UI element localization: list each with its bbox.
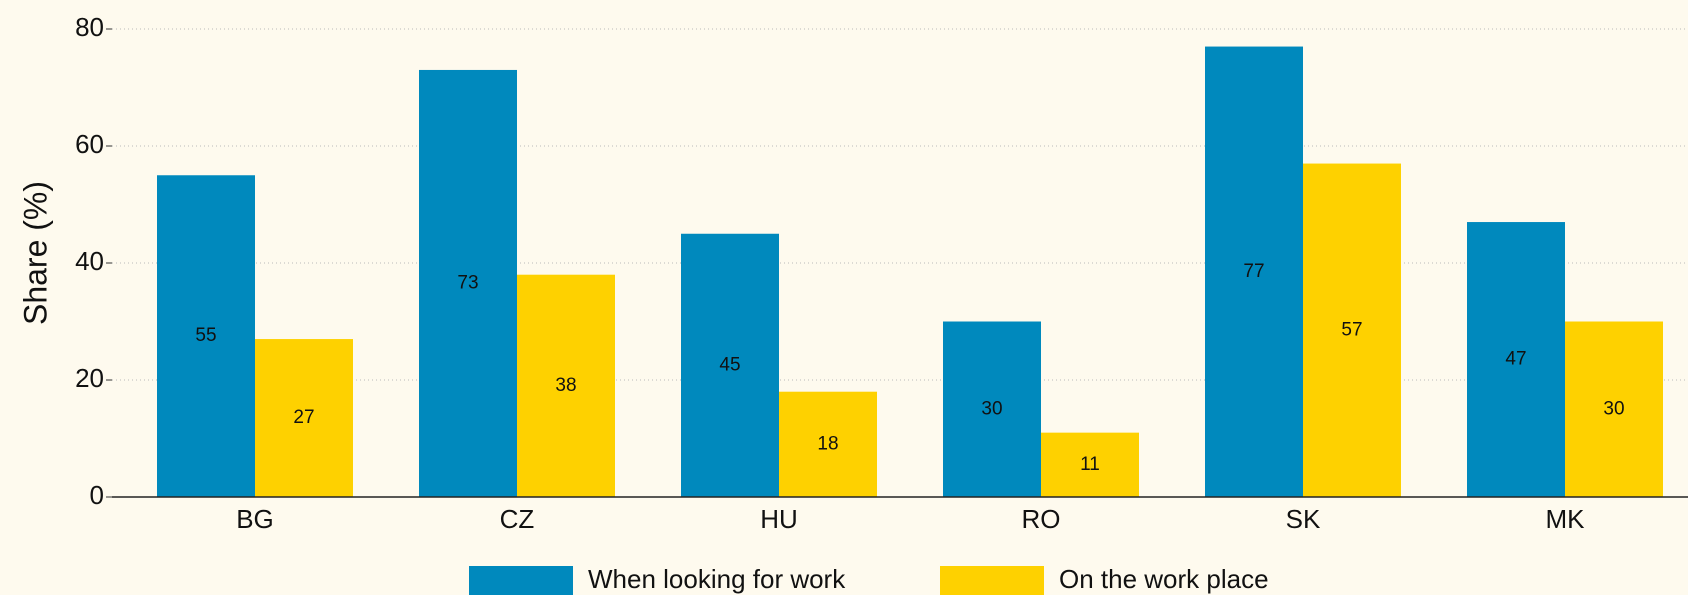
y-tick-label: 60 <box>75 129 104 159</box>
bar <box>255 339 353 497</box>
bar-value-label: 18 <box>817 433 838 454</box>
x-tick-label: BG <box>236 504 274 534</box>
bar-value-label: 30 <box>981 398 1002 419</box>
y-tick-label: 0 <box>90 480 104 510</box>
bar-value-label: 30 <box>1603 398 1624 419</box>
bar <box>419 69 517 497</box>
y-tick-label: 20 <box>75 363 104 393</box>
bar-value-label: 27 <box>293 407 314 428</box>
bar <box>681 233 779 497</box>
bar-value-label: 77 <box>1243 261 1264 282</box>
legend-label: On the work place <box>1059 564 1269 594</box>
y-tick-label: 40 <box>75 246 104 276</box>
bar <box>1303 163 1401 498</box>
bar-value-label: 55 <box>195 325 216 346</box>
bar-value-label: 57 <box>1341 319 1362 340</box>
bar <box>1467 222 1565 498</box>
x-tick-label: RO <box>1022 504 1061 534</box>
bar <box>1565 321 1663 497</box>
bar-value-label: 73 <box>457 272 478 293</box>
bar-value-label: 11 <box>1080 454 1100 475</box>
bar <box>779 391 877 497</box>
y-tick-label: 80 <box>75 12 104 42</box>
bar-value-label: 38 <box>555 375 576 396</box>
y-axis-title: Share (%) <box>17 181 53 325</box>
bar-value-label: 47 <box>1505 349 1526 370</box>
bar <box>1205 46 1303 498</box>
bar-value-label: 45 <box>719 354 740 375</box>
bar <box>157 175 255 497</box>
x-tick-label: HU <box>760 504 798 534</box>
bar <box>517 274 615 497</box>
x-tick-label: MK <box>1546 504 1586 534</box>
legend-swatch <box>940 566 1044 595</box>
legend-swatch <box>469 566 573 595</box>
legend-label: When looking for work <box>588 564 846 594</box>
bar <box>1041 432 1139 497</box>
bar <box>943 321 1041 497</box>
x-tick-label: CZ <box>500 504 535 534</box>
x-tick-label: SK <box>1286 504 1321 534</box>
